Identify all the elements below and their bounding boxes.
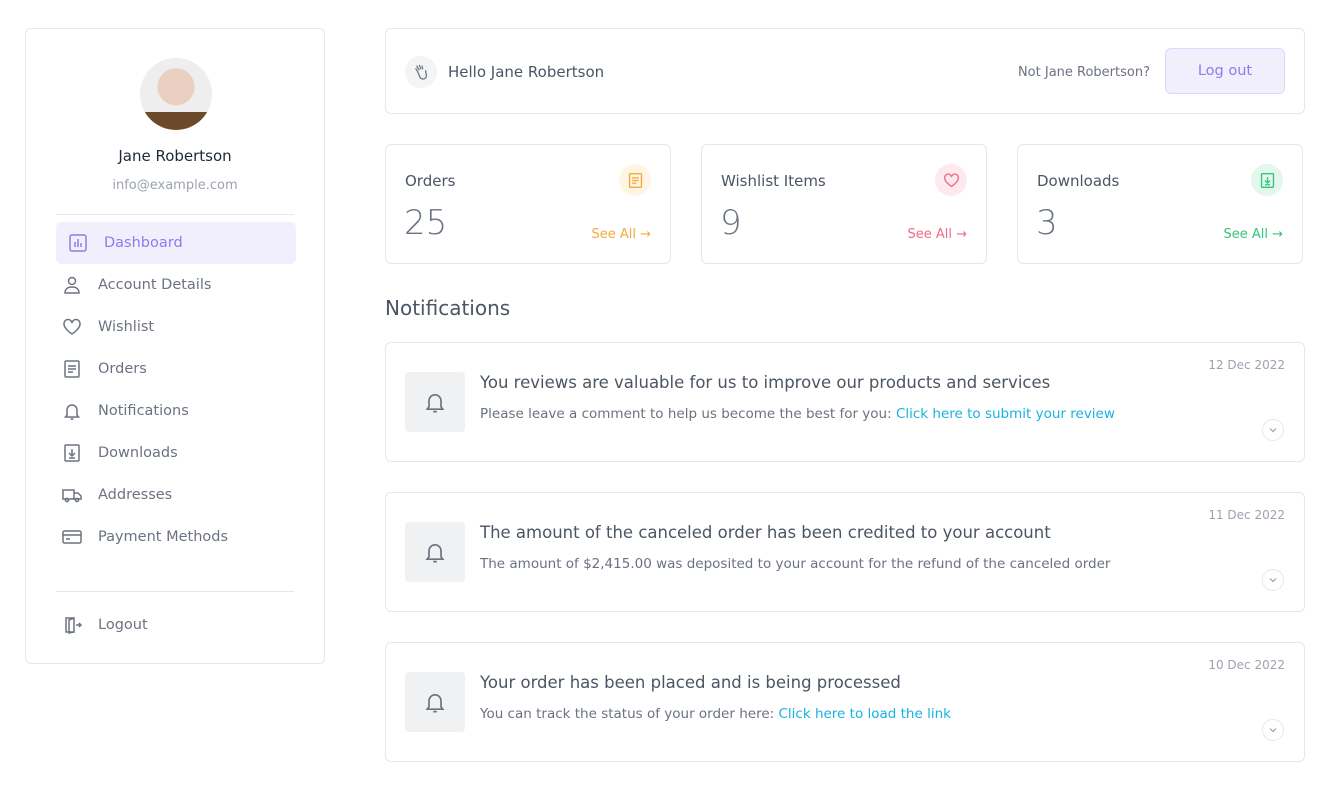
see-all-link[interactable]: See All → [1223, 227, 1283, 242]
notification-card: Your order has been placed and is being … [385, 642, 1305, 762]
avatar [140, 58, 212, 130]
truck-icon [62, 489, 82, 503]
notification-link[interactable]: Click here to load the link [778, 706, 951, 722]
sidebar-item-notifications[interactable]: Notifications [56, 390, 296, 432]
user-name: Jane Robertson [118, 147, 232, 165]
sidebar-item-label: Dashboard [104, 235, 183, 251]
user-email: info@example.com [112, 178, 238, 193]
notification-title: The amount of the canceled order has bee… [480, 523, 1051, 542]
notification-title: Your order has been placed and is being … [480, 673, 901, 692]
sidebar-item-payment-methods[interactable]: Payment Methods [56, 516, 296, 558]
sidebar-item-label: Logout [98, 617, 148, 633]
bell-icon [405, 672, 465, 732]
notification-card: The amount of the canceled order has bee… [385, 492, 1305, 612]
logout-button[interactable]: Log out [1165, 48, 1285, 94]
heart-icon [63, 318, 81, 335]
see-all-link[interactable]: See All → [907, 227, 967, 242]
notification-text: Please leave a comment to help us become… [480, 406, 1115, 422]
sidebar-item-label: Orders [98, 361, 147, 377]
greeting-bar: Hello Jane Robertson Not Jane Robertson?… [385, 28, 1305, 114]
sidebar-item-label: Account Details [98, 277, 212, 293]
chevron-down-icon[interactable] [1262, 569, 1284, 591]
divider [56, 214, 294, 215]
credit-card-icon [62, 530, 82, 544]
notification-card: You reviews are valuable for us to impro… [385, 342, 1305, 462]
divider [56, 591, 294, 592]
sidebar-item-addresses[interactable]: Addresses [56, 474, 296, 516]
sidebar-item-dashboard[interactable]: Dashboard [56, 222, 296, 264]
sidebar-item-label: Wishlist [98, 319, 155, 335]
notification-date: 12 Dec 2022 [1208, 358, 1285, 372]
sidebar-item-logout[interactable]: Logout [56, 604, 296, 646]
user-icon [64, 276, 80, 294]
notifications-title: Notifications [385, 296, 511, 320]
logout-icon [65, 617, 82, 634]
sidebar-item-label: Notifications [98, 403, 189, 419]
document-icon [64, 360, 80, 378]
notification-text: The amount of $2,415.00 was deposited to… [480, 556, 1111, 572]
download-icon [64, 444, 80, 462]
bell-icon [64, 404, 80, 420]
bell-icon [405, 372, 465, 432]
greeting-text: Hello Jane Robertson [448, 63, 605, 81]
sidebar-item-label: Downloads [98, 445, 178, 461]
heart-icon [935, 164, 967, 196]
stat-value: 9 [720, 203, 742, 243]
notification-date: 11 Dec 2022 [1208, 508, 1285, 522]
chart-bar-icon [69, 234, 87, 252]
sidebar-item-label: Payment Methods [98, 529, 229, 545]
sidebar-item-orders[interactable]: Orders [56, 348, 296, 390]
bell-icon [405, 522, 465, 582]
wave-hand-icon [405, 56, 437, 88]
chevron-down-icon[interactable] [1262, 419, 1284, 441]
download-icon [1251, 164, 1283, 196]
chevron-down-icon[interactable] [1262, 719, 1284, 741]
notification-text: You can track the status of your order h… [480, 706, 951, 722]
notification-link[interactable]: Click here to submit your review [895, 406, 1115, 422]
stat-card-downloads: Downloads 3 See All → [1017, 144, 1303, 264]
notification-title: You reviews are valuable for us to impro… [480, 373, 1051, 392]
stat-label: Wishlist Items [721, 172, 826, 190]
stat-label: Orders [405, 172, 456, 190]
stat-value: 25 [404, 203, 448, 243]
sidebar-item-label: Addresses [98, 487, 173, 503]
stat-value: 3 [1036, 203, 1058, 243]
stat-label: Downloads [1037, 172, 1120, 190]
sidebar-item-account-details[interactable]: Account Details [56, 264, 296, 306]
sidebar: Jane Robertson info@example.com Dashboar… [25, 28, 325, 664]
not-me-text: Not Jane Robertson? [1017, 65, 1150, 80]
stat-card-orders: Orders 25 See All → [385, 144, 671, 264]
sidebar-item-wishlist[interactable]: Wishlist [56, 306, 296, 348]
stat-card-wishlist-items: Wishlist Items 9 See All → [701, 144, 987, 264]
see-all-link[interactable]: See All → [591, 227, 651, 242]
document-icon [619, 164, 651, 196]
sidebar-item-downloads[interactable]: Downloads [56, 432, 296, 474]
notification-date: 10 Dec 2022 [1208, 658, 1285, 672]
